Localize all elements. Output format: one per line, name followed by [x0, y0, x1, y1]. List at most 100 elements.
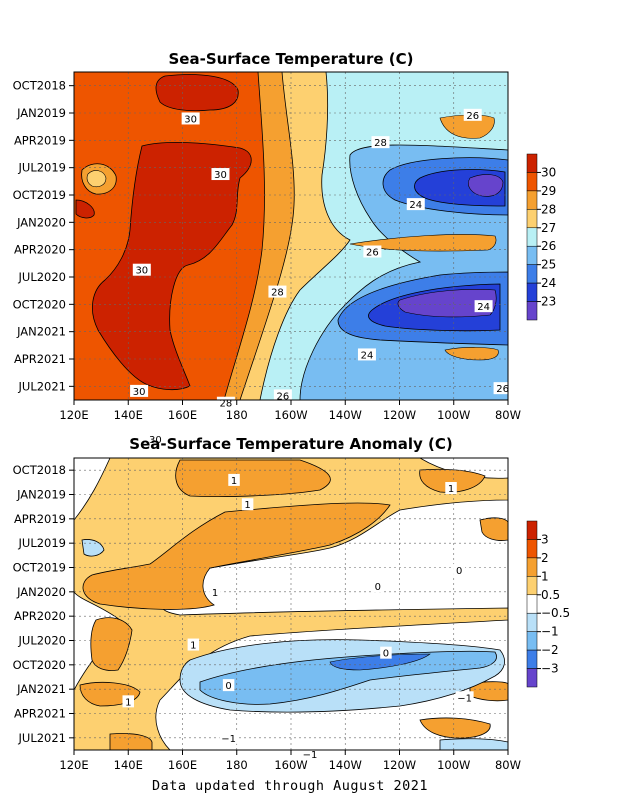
sst-contour-labels: 30 26 28 30 24 26 30 28 24 24 26 26 30 28 30: [130, 108, 512, 446]
anomaly-colorbar: 3 2 1 0.5 −0.5 −1 −2 −3: [526, 520, 570, 688]
anomaly-x-tick-label: 120W: [383, 758, 416, 772]
anomaly-contour-label-bg: [187, 638, 200, 651]
anomaly-y-tick-label: APR2019: [14, 512, 66, 526]
anomaly-x-tick-label: 140W: [329, 758, 362, 772]
sst-contour-label: 28: [271, 288, 284, 299]
anomaly-colorbar-label: 1: [541, 569, 549, 583]
anomaly-contour-label: 1: [125, 697, 131, 708]
anomaly-colorbar-swatch: [526, 576, 538, 596]
sst-x-tick-label: 140W: [329, 408, 362, 422]
sst-colorbar-label: 27: [541, 221, 556, 235]
anomaly-contour-label: 1: [244, 500, 250, 511]
sst-x-tick-label: 140E: [114, 408, 143, 422]
sst-y-tick-label: OCT2020: [13, 297, 66, 311]
anom-cool-2: [329, 653, 431, 671]
sst-contour-label: 26: [466, 111, 479, 122]
sst-y-tick-label: OCT2019: [13, 188, 66, 202]
anomaly-colorbar-label: 3: [541, 532, 549, 546]
sst-x-axis: 120E 140E 160E 180 160W 140W 120W 100W 80W: [59, 400, 521, 422]
anomaly-contour-label: 0: [225, 681, 231, 692]
anomaly-colorbar-label: 2: [541, 551, 549, 565]
footer-note: Data updated through August 2021: [152, 778, 428, 794]
sst-contour-label-bg: [211, 168, 230, 181]
anomaly-contour-label: 0: [383, 649, 389, 660]
sst-contour-label: 28: [220, 399, 233, 410]
anomaly-contour-label: 1: [448, 484, 454, 495]
sst-contour-label-bg: [273, 389, 292, 402]
anomaly-colorbar-swatch: [526, 539, 538, 559]
anomaly-x-axis: 120E 140E 160E 180 160W 140W 120W 100W 80W: [59, 750, 521, 772]
sst-y-tick-label: APR2021: [14, 352, 66, 366]
anomaly-grid: [74, 458, 508, 750]
anomaly-x-tick-label: 120E: [59, 758, 88, 772]
sst-colorbar-label: 23: [541, 295, 556, 309]
anomaly-colorbar-swatch: [526, 557, 538, 577]
sst-band-29-east-tongue: [349, 234, 497, 252]
anomaly-contour-label-bg: [222, 679, 235, 692]
sst-contour-label: 30: [214, 170, 227, 181]
sst-colorbar-swatch: [526, 172, 538, 192]
sst-contour-label: 24: [361, 350, 374, 361]
anomaly-colorbar-label: 0.5: [541, 588, 560, 602]
sst-contour-label: 26: [496, 384, 509, 395]
anomaly-colorbar-swatch: [526, 631, 538, 651]
anomaly-y-tick-label: JUL2020: [18, 634, 66, 648]
anom-cool-0.5: [81, 539, 508, 750]
anomaly-x-tick-label: 180: [226, 758, 248, 772]
anomaly-contour-label-bg: [300, 748, 319, 761]
sst-x-tick-label: 120W: [383, 408, 416, 422]
sst-colorbar-swatch: [526, 301, 538, 321]
sst-contour-label-bg: [463, 108, 482, 121]
sst-contour-label: 26: [366, 247, 379, 258]
sst-chart-title: Sea-Surface Temperature (C): [169, 50, 414, 68]
anomaly-y-tick-label: JAN2019: [16, 488, 66, 502]
sst-x-tick-label: 160W: [274, 408, 307, 422]
anomaly-contour-label: 1: [190, 641, 196, 652]
sst-y-axis: OCT2018 JAN2019 APR2019 JUL2019 OCT2019 JAN20…: [13, 79, 74, 393]
sst-colorbar-label: 29: [541, 184, 556, 198]
anomaly-colorbar-label: −3: [541, 662, 559, 676]
sst-colorbar-swatch: [526, 264, 538, 284]
anomaly-contour-label-bg: [219, 731, 238, 744]
sst-contour-label: 26: [276, 391, 289, 402]
sst-contour-label: 30: [133, 387, 146, 398]
anomaly-y-tick-label: APR2020: [14, 609, 66, 623]
sst-colorbar-label: 25: [541, 258, 556, 272]
anomaly-field: [74, 458, 508, 750]
sst-grid: [74, 72, 508, 400]
anomaly-y-tick-label: APR2021: [14, 707, 66, 721]
sst-contour-label: 28: [374, 138, 387, 149]
sst-y-tick-label: JAN2020: [16, 215, 66, 229]
anomaly-colorbar-label: −1: [541, 625, 559, 639]
anomaly-y-tick-label: OCT2020: [13, 658, 66, 672]
sst-contour-label: 24: [477, 302, 490, 313]
anomaly-contour-label: 1: [212, 588, 218, 599]
sst-contour-label: 30: [135, 266, 148, 277]
sst-x-tick-label: 80W: [495, 408, 521, 422]
anomaly-x-tick-label: 80W: [495, 758, 521, 772]
sst-contour-label-bg: [268, 285, 287, 298]
anomaly-y-tick-label: JAN2020: [16, 585, 66, 599]
sst-y-tick-label: JUL2019: [18, 161, 66, 175]
anomaly-contour-label-bg: [228, 473, 240, 486]
sst-y-tick-label: JAN2021: [16, 325, 66, 339]
anomaly-contour-label-bg: [122, 695, 134, 708]
sst-band-30: [75, 74, 252, 391]
sst-y-tick-label: APR2020: [14, 243, 66, 257]
anomaly-y-tick-label: OCT2019: [13, 561, 66, 575]
anomaly-colorbar-label: −2: [541, 643, 559, 657]
sst-colorbar-swatch: [526, 209, 538, 229]
sst-contour-label: 24: [409, 200, 422, 211]
anomaly-colorbar-swatch: [526, 520, 538, 540]
anomaly-contour-label: 0: [375, 582, 381, 593]
sst-colorbar-swatch: [526, 227, 538, 247]
sst-y-tick-label: APR2019: [14, 133, 66, 147]
sst-colorbar-swatch: [526, 282, 538, 302]
sst-contour-label-bg: [406, 198, 425, 211]
anomaly-contour-label: −1: [457, 693, 472, 704]
sst-x-tick-label: 120E: [59, 408, 88, 422]
sst-y-tick-label: OCT2018: [13, 79, 66, 93]
sst-colorbar-label: 28: [541, 202, 556, 216]
sst-colorbar: 30 29 28 27 26 25 24 23: [526, 153, 556, 321]
